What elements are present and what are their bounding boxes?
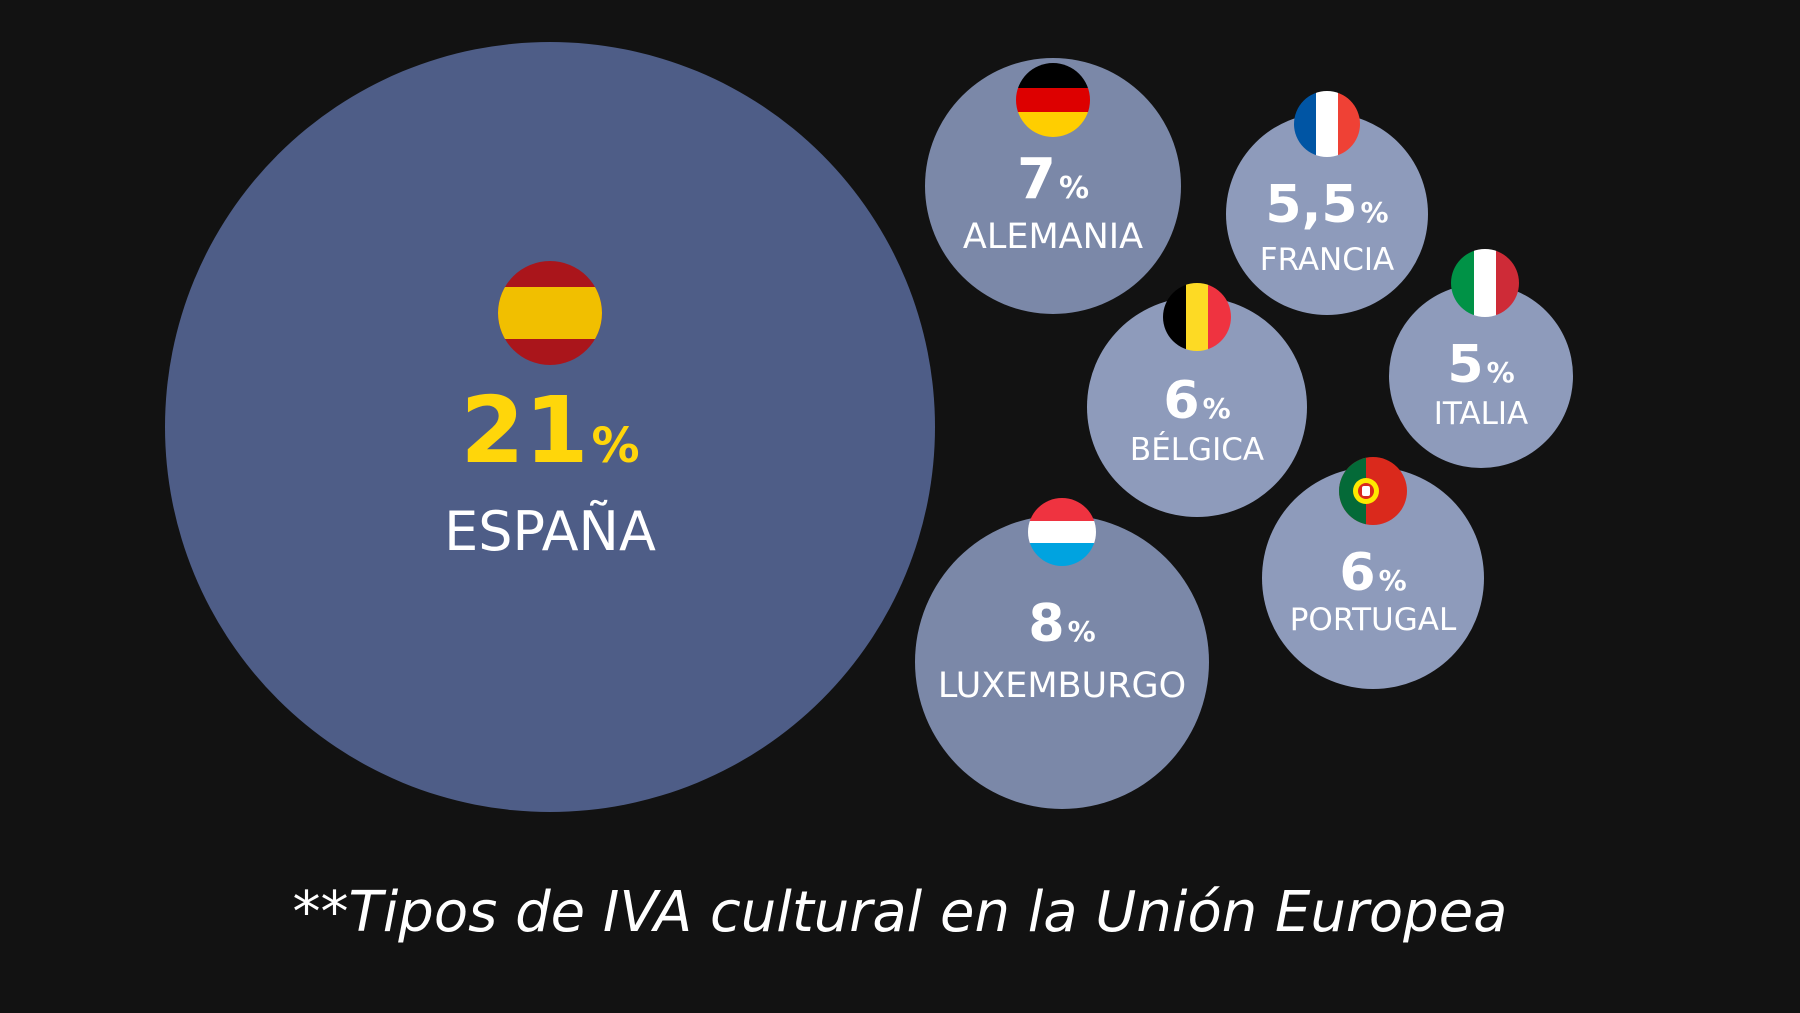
chart-caption: **Tipos de IVA cultural en la Unión Euro… [292, 880, 1508, 945]
belgium-flag-icon [1163, 283, 1231, 351]
value-number: 6 [1339, 543, 1375, 603]
value-label-francia: 5,5% [1265, 175, 1388, 235]
value-label-alemania: 7% [1017, 147, 1089, 212]
value-label-italia: 5% [1447, 335, 1514, 395]
percent-sign: % [1379, 564, 1407, 597]
percent-sign: % [1068, 615, 1096, 648]
value-number: 6 [1163, 371, 1199, 431]
value-label-belgica: 6% [1163, 371, 1230, 431]
bubble-belgica [1087, 297, 1307, 517]
percent-sign: % [1059, 171, 1089, 206]
country-label-italia: ITALIA [1434, 396, 1529, 432]
percent-sign: % [591, 418, 639, 474]
country-label-alemania: ALEMANIA [963, 217, 1143, 257]
value-label-luxemburgo: 8% [1028, 594, 1095, 654]
country-label-luxemburgo: LUXEMBURGO [938, 666, 1186, 706]
bubble-luxemburgo [915, 515, 1209, 809]
france-flag-icon [1294, 91, 1360, 157]
luxembourg-flag-icon [1028, 498, 1096, 566]
italy-flag-icon [1451, 249, 1519, 317]
bubble-alemania [925, 58, 1181, 314]
value-number: 8 [1028, 594, 1064, 654]
value-number: 5 [1447, 335, 1483, 395]
country-label-francia: FRANCIA [1260, 242, 1395, 278]
spain-flag-icon [498, 261, 602, 365]
value-number: 5,5 [1265, 175, 1357, 235]
value-label-portugal: 6% [1339, 543, 1406, 603]
country-label-espana: ESPAÑA [444, 500, 656, 563]
bubble-portugal [1262, 467, 1484, 689]
value-number: 21 [460, 377, 588, 484]
country-label-portugal: PORTUGAL [1290, 602, 1457, 638]
bubble-francia [1226, 113, 1428, 315]
country-label-belgica: BÉLGICA [1130, 432, 1264, 468]
percent-sign: % [1361, 196, 1389, 229]
portugal-flag-icon [1339, 457, 1407, 525]
bubble-italia [1389, 284, 1573, 468]
percent-sign: % [1487, 356, 1515, 389]
percent-sign: % [1203, 392, 1231, 425]
bubble-espana [165, 42, 935, 812]
value-label-espana: 21% [460, 377, 639, 484]
value-number: 7 [1017, 147, 1056, 212]
